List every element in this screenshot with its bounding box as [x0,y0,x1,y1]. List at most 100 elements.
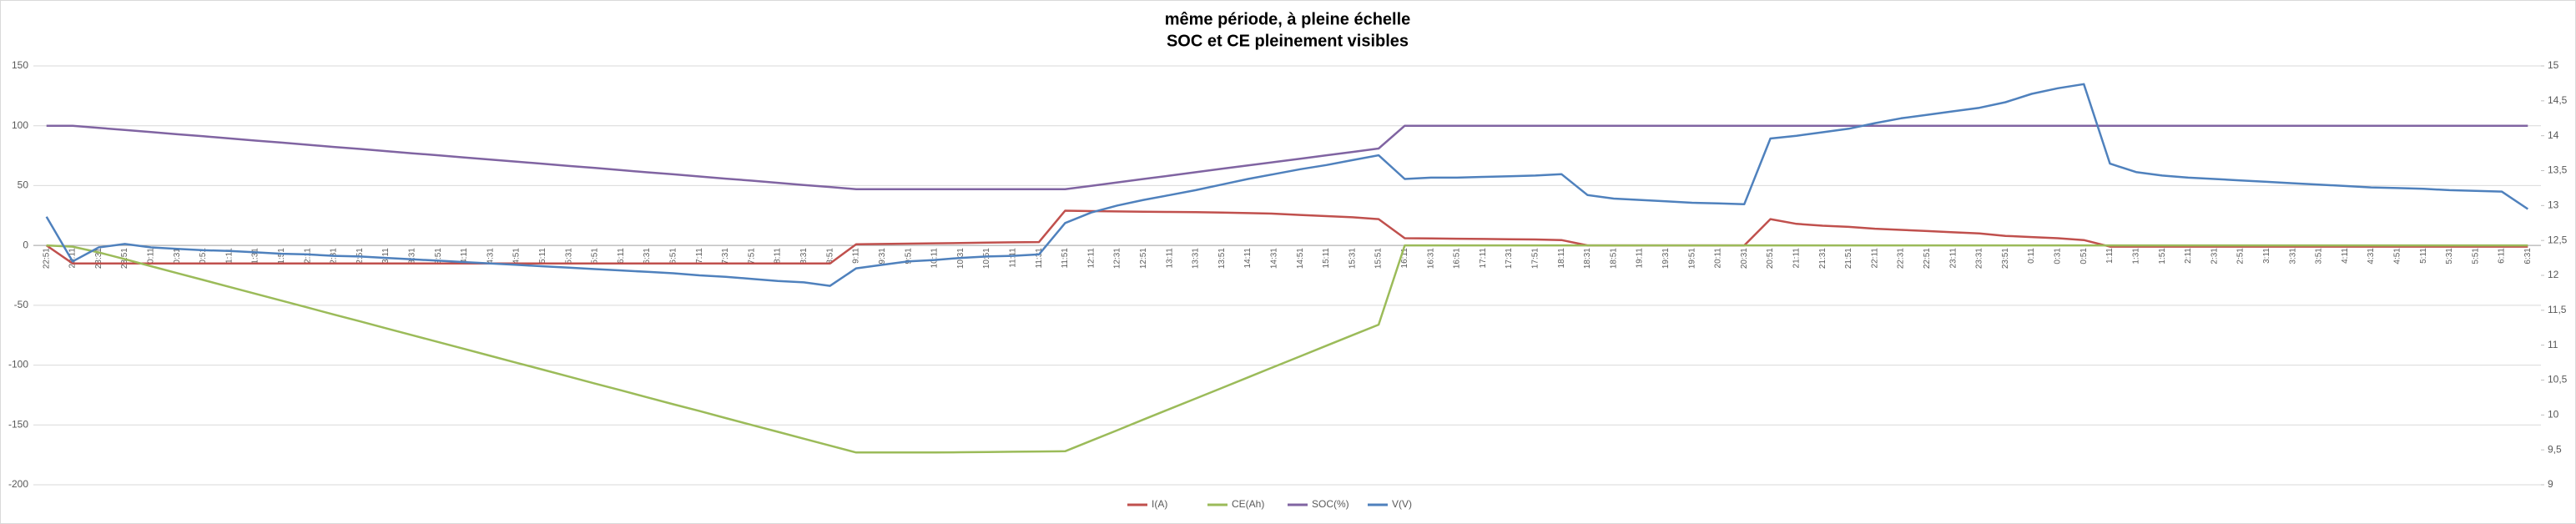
x-tick-label: 21:31 [1818,248,1827,269]
legend-label: I(A) [1152,498,1167,510]
x-tick-label: 23:51 [2001,248,2010,269]
x-tick-label: 9:31 [878,248,887,265]
y2-tick-label: 14,5 [2548,94,2568,106]
x-tick-label: 2:11 [2184,248,2193,264]
y-tick-label: 0 [23,239,28,250]
x-tick-label: 6:31 [643,248,652,265]
x-tick-label: 1:11 [224,248,234,264]
y-tick-label: -150 [8,418,28,430]
x-tick-label: 3:11 [2262,248,2271,264]
x-tick-label: 4:11 [2341,248,2350,264]
y2-tick-label: 13 [2548,199,2559,211]
x-tick-label: 2:31 [2210,248,2219,265]
x-tick-label: 19:31 [1661,248,1671,269]
x-tick-label: 14:11 [1243,248,1253,269]
x-tick-label: 0:11 [147,248,156,264]
chart-title: même période, à pleine échelle [1165,10,1411,28]
y2-tick-label: 14 [2548,129,2559,141]
x-tick-label: 3:51 [2315,248,2324,265]
x-tick-label: 12:51 [1139,248,1148,269]
x-tick-label: 4:11 [460,248,469,264]
x-tick-label: 5:51 [591,248,600,265]
y2-tick-label: 10 [2548,409,2559,421]
x-tick-label: 20:11 [1714,248,1723,269]
x-tick-label: 23:31 [1975,248,1984,269]
x-tick-label: 23:31 [94,248,103,269]
legend-label: V(V) [1392,498,1412,510]
x-tick-label: 12:11 [1086,248,1096,269]
x-tick-label: 1:31 [2131,248,2140,265]
y2-tick-label: 12 [2548,269,2559,280]
y-tick-label: 50 [18,179,29,191]
x-tick-label: 5:51 [2471,248,2480,265]
y2-tick-label: 13,5 [2548,164,2568,176]
series-line [46,244,2528,454]
y2-tick-label: 15 [2548,59,2559,71]
x-tick-label: 3:11 [381,248,391,264]
x-tick-label: 10:51 [982,248,991,269]
x-tick-label: 11:31 [1035,248,1044,269]
x-tick-label: 8:51 [825,248,834,265]
legend-label: CE(Ah) [1232,498,1264,510]
x-tick-label: 16:11 [1400,248,1409,269]
x-tick-label: 4:31 [486,248,495,265]
x-tick-label: 0:51 [199,248,208,265]
x-tick-label: 8:31 [799,248,809,265]
x-tick-label: 10:11 [930,248,940,269]
x-tick-label: 17:31 [1505,248,1514,269]
x-tick-label: 11:11 [1008,248,1017,268]
x-tick-label: 8:11 [774,248,783,264]
x-tick-label: 21:51 [1844,248,1853,269]
x-tick-label: 13:31 [1192,248,1201,269]
x-tick-label: 5:11 [2419,248,2428,264]
x-tick-label: 13:51 [1217,248,1227,269]
x-tick-label: 12:31 [1113,248,1122,269]
y-tick-label: -100 [8,359,28,370]
x-tick-label: 15:31 [1348,248,1357,269]
x-tick-label: 15:51 [1374,248,1384,269]
x-tick-label: 2:51 [2236,248,2246,265]
x-tick-label: 14:51 [1296,248,1305,269]
x-tick-label: 1:31 [251,248,260,265]
x-tick-label: 14:31 [1269,248,1278,269]
x-tick-label: 0:31 [173,248,182,265]
x-tick-label: 5:31 [564,248,573,265]
x-tick-label: 6:11 [2498,248,2507,264]
x-tick-label: 22:51 [1923,248,1932,269]
x-tick-label: 7:51 [747,248,756,265]
y2-tick-label: 9 [2548,478,2553,490]
x-tick-label: 17:11 [1479,248,1488,269]
y-tick-label: 100 [12,119,28,131]
y2-tick-label: 10,5 [2548,374,2568,385]
chart-subtitle: SOC et CE pleinement visibles [1167,32,1409,50]
x-tick-label: 3:31 [2288,248,2297,265]
x-tick-label: 1:51 [277,248,286,265]
x-tick-label: 19:51 [1687,248,1696,269]
x-tick-label: 4:51 [512,248,522,265]
x-tick-label: 6:31 [2523,248,2533,265]
x-tick-label: 1:11 [2105,248,2115,264]
y2-tick-label: 11 [2548,339,2558,350]
x-tick-label: 9:51 [904,248,913,265]
x-tick-label: 23:11 [1948,248,1958,269]
x-tick-label: 6:11 [617,248,626,264]
y-tick-label: -50 [14,299,29,310]
x-tick-label: 2:11 [303,248,312,264]
x-tick-label: 13:11 [1165,248,1174,269]
legend-label: SOC(%) [1312,498,1349,510]
x-tick-label: 5:11 [538,248,547,264]
x-tick-label: 22:51 [42,248,51,269]
x-tick-label: 15:11 [1322,248,1331,269]
x-tick-label: 17:51 [1531,248,1540,269]
x-tick-label: 4:51 [2392,248,2402,265]
x-tick-label: 16:51 [1453,248,1462,269]
x-tick-label: 0:31 [2054,248,2063,265]
y2-tick-label: 12,5 [2548,234,2568,245]
x-tick-label: 1:51 [2158,248,2167,265]
x-tick-label: 9:11 [852,248,861,264]
x-tick-label: 11:51 [1061,248,1070,269]
x-tick-label: 20:51 [1766,248,1775,269]
x-tick-label: 7:11 [695,248,704,264]
x-tick-label: 3:51 [434,248,443,265]
